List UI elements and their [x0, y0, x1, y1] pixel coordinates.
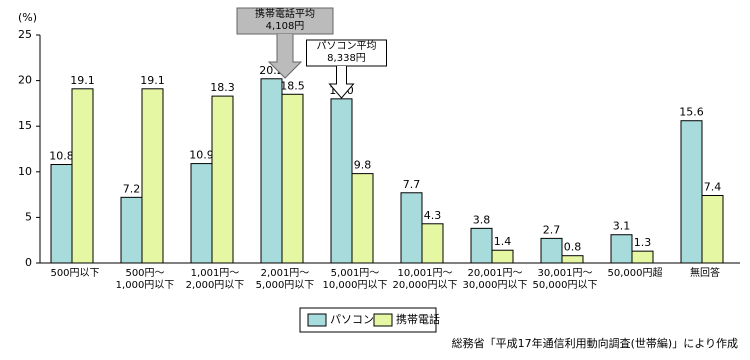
- legend-label: 携帯電話: [396, 312, 440, 326]
- value-label: 18.3: [210, 81, 235, 94]
- y-tick-label: 0: [25, 256, 32, 269]
- bar: [351, 173, 374, 264]
- bar: [281, 93, 304, 264]
- bar: [610, 234, 633, 264]
- value-label: 4.3: [424, 209, 442, 222]
- legend-swatch: [373, 313, 393, 327]
- bar: [260, 78, 283, 264]
- value-label: 1.4: [494, 235, 512, 248]
- y-tick-label: 10: [18, 165, 32, 178]
- value-label: 7.4: [704, 181, 722, 194]
- bar: [141, 88, 164, 264]
- value-label: 10.8: [49, 150, 74, 163]
- x-tick-label: 10,001円～ 20,000円以下: [392, 268, 458, 291]
- x-tick-label: 2,001円～ 5,000円以下: [255, 268, 315, 291]
- x-tick-label: 50,000円超: [607, 268, 663, 279]
- y-tick-label: 25: [18, 28, 32, 41]
- bar: [701, 195, 724, 264]
- value-label: 1.3: [634, 236, 652, 249]
- bar: [190, 163, 213, 264]
- x-tick-label: 20,001円～ 30,000円以下: [462, 268, 528, 291]
- y-tick-label: 5: [25, 210, 32, 223]
- x-tick-label: 5,001円～ 10,000円以下: [322, 268, 388, 291]
- value-label: 7.2: [123, 182, 141, 195]
- bar: [400, 192, 423, 264]
- value-label: 19.1: [140, 74, 165, 87]
- value-label: 10.9: [189, 149, 214, 162]
- value-label: 0.8: [564, 241, 582, 254]
- value-label: 3.8: [473, 213, 491, 226]
- bar: [120, 196, 143, 264]
- legend-label: パソコン: [330, 313, 374, 326]
- value-label: 15.6: [679, 106, 704, 119]
- annotation: パソコン平均 8,338円: [316, 41, 377, 64]
- bar: [470, 227, 493, 264]
- bar: [561, 255, 584, 264]
- bar: [330, 98, 353, 264]
- x-tick-label: 1,001円～ 2,000円以下: [185, 268, 245, 291]
- annotation-arrow: [328, 66, 355, 99]
- y-unit: (%): [18, 11, 37, 24]
- value-label: 7.7: [403, 178, 421, 191]
- value-label: 9.8: [354, 159, 372, 172]
- value-label: 2.7: [543, 223, 561, 236]
- bar: [50, 164, 73, 264]
- bar: [211, 95, 234, 264]
- x-tick-label: 500円～ 1,000円以下: [115, 268, 175, 291]
- bar: [71, 88, 94, 264]
- x-tick-label: 30,001円～ 50,000円以下: [532, 268, 598, 291]
- y-tick-label: 15: [18, 119, 32, 132]
- value-label: 19.1: [70, 74, 95, 87]
- bar: [631, 250, 654, 264]
- bar: [680, 120, 703, 264]
- y-tick-label: 20: [18, 74, 32, 87]
- annotation-arrow: [267, 34, 303, 79]
- annotation-box: [306, 39, 387, 67]
- value-label: 3.1: [613, 220, 631, 233]
- annotation: 携帯電話平均 4,108円: [255, 9, 315, 32]
- x-tick-label: 無回答: [690, 268, 720, 279]
- bar: [540, 237, 563, 264]
- source: 総務省「平成17年通信利用動向調査(世帯編)」により作成: [451, 337, 738, 350]
- value-label: 18.5: [280, 79, 305, 92]
- legend-swatch: [307, 313, 327, 327]
- x-tick-label: 500円以下: [50, 268, 100, 279]
- bar: [421, 223, 444, 264]
- bar: [491, 249, 514, 264]
